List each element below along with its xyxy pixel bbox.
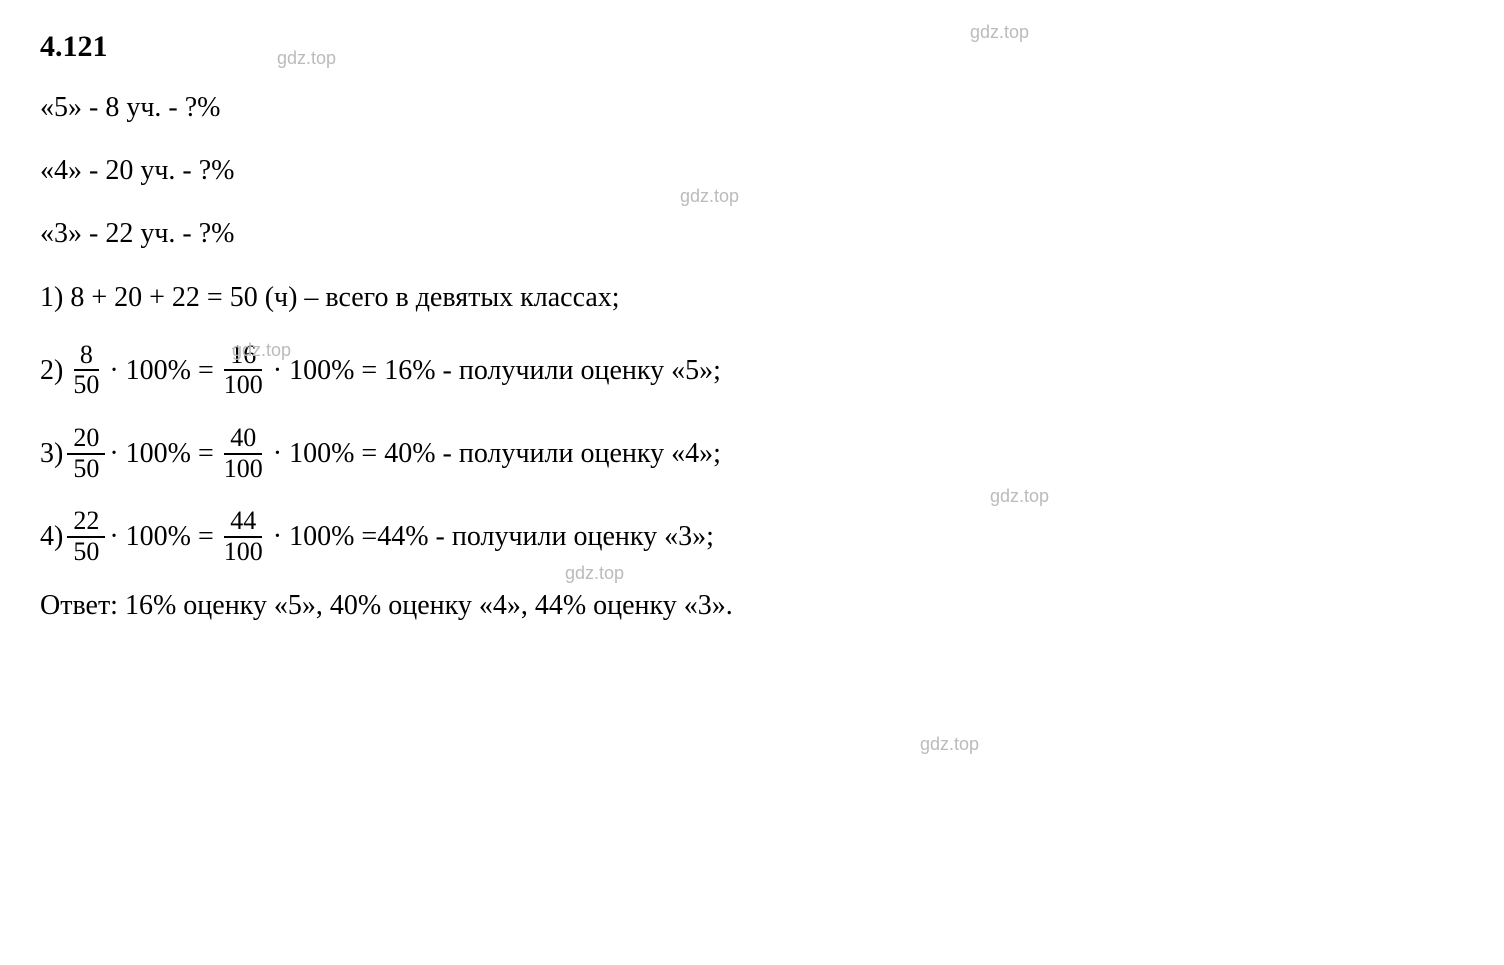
fraction-denominator: 50 <box>67 371 105 400</box>
fraction: 8 50 <box>67 341 105 400</box>
fraction-numerator: 22 <box>67 507 105 538</box>
step-text: · 100% = 40% - получили оценку «4»; <box>273 434 721 473</box>
fraction-denominator: 50 <box>67 455 105 484</box>
solution-step-3: 3) 20 50 · 100% = 40 100 · 100% = 40% - … <box>40 424 1464 483</box>
fraction: 16 100 <box>218 341 269 400</box>
solution-step-2: 2) 8 50 · 100% = 16 100 · 100% = 16% - п… <box>40 341 1464 400</box>
step-text: · 100% = <box>109 351 213 390</box>
step-prefix: 4) <box>40 517 63 556</box>
given-line-3: «3» - 22 уч. - ?% <box>40 214 1464 253</box>
fraction: 40 100 <box>218 424 269 483</box>
step-text: · 100% = 16% - получили оценку «5»; <box>273 351 721 390</box>
watermark: gdz.top <box>990 486 1049 507</box>
fraction-denominator: 100 <box>218 538 269 567</box>
solution-step-4: 4) 22 50 · 100% = 44 100 · 100% =44% - п… <box>40 507 1464 566</box>
fraction-numerator: 8 <box>74 341 99 372</box>
solution-step-1: 1) 8 + 20 + 22 = 50 (ч) – всего в девяты… <box>40 278 1464 317</box>
fraction-numerator: 16 <box>224 341 262 372</box>
fraction-denominator: 100 <box>218 455 269 484</box>
given-line-2: «4» - 20 уч. - ?% <box>40 151 1464 190</box>
fraction: 44 100 <box>218 507 269 566</box>
watermark: gdz.top <box>920 734 979 755</box>
fraction-denominator: 50 <box>67 538 105 567</box>
fraction-numerator: 44 <box>224 507 262 538</box>
step-prefix: 2) <box>40 351 63 390</box>
exercise-number: 4.121 <box>40 30 1464 64</box>
step-text: · 100% = <box>109 517 213 556</box>
step-prefix: 3) <box>40 434 63 473</box>
fraction: 22 50 <box>67 507 105 566</box>
fraction-denominator: 100 <box>218 371 269 400</box>
fraction-numerator: 40 <box>224 424 262 455</box>
fraction-numerator: 20 <box>67 424 105 455</box>
given-line-1: «5» - 8 уч. - ?% <box>40 88 1464 127</box>
step-text: · 100% =44% - получили оценку «3»; <box>273 517 714 556</box>
answer-line: Ответ: 16% оценку «5», 40% оценку «4», 4… <box>40 590 1464 622</box>
step-text: · 100% = <box>109 434 213 473</box>
fraction: 20 50 <box>67 424 105 483</box>
